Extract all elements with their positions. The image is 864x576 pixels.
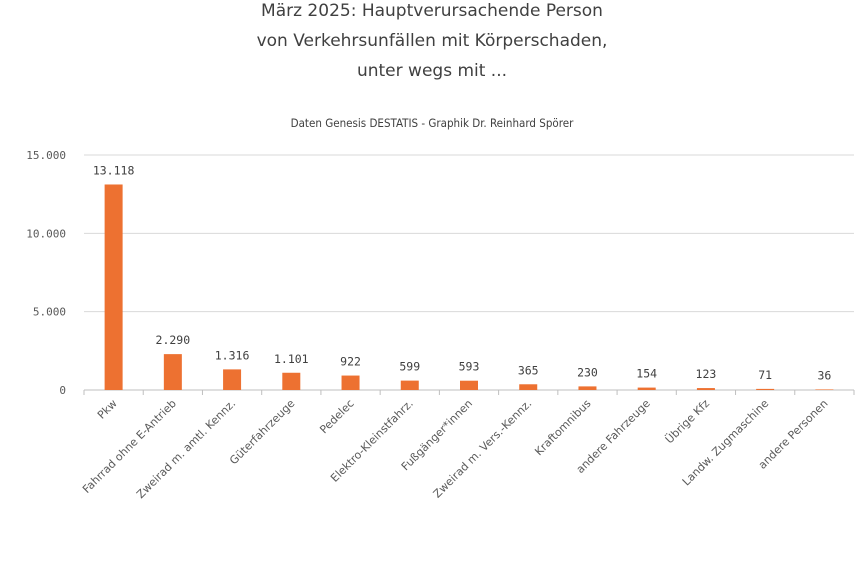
data-label: 365	[518, 363, 539, 377]
bar	[163, 354, 182, 390]
x-category-label: Kraftomnibus	[532, 397, 593, 458]
chart-title-line-3: unter wegs mit ...	[357, 61, 507, 81]
data-label: 599	[399, 360, 420, 374]
bar	[578, 386, 597, 390]
bar	[756, 388, 775, 390]
data-label: 71	[758, 368, 772, 382]
x-category-label: Zweirad m. Vers.-Kennz.	[431, 397, 535, 501]
chart-title-line-1: März 2025: Hauptverursachende Person	[261, 1, 603, 21]
bar	[460, 380, 478, 390]
bar	[696, 388, 715, 390]
data-label: 2.290	[156, 333, 191, 347]
chart-title-line-2: von Verkehrsunfällen mit Körperschaden,	[257, 31, 608, 51]
x-category-label: Pedelec	[317, 397, 356, 436]
data-label: 154	[636, 367, 657, 381]
data-label: 123	[696, 367, 717, 381]
data-label: 13.118	[93, 163, 135, 177]
data-label: 1.316	[215, 348, 250, 362]
data-label: 36	[817, 368, 831, 382]
data-label: 593	[459, 360, 480, 374]
chart-subtitle: Daten Genesis DESTATIS - Graphik Dr. Rei…	[291, 116, 574, 130]
y-tick-label: 15.000	[26, 149, 66, 162]
bar	[519, 384, 538, 390]
data-label: 922	[340, 355, 361, 369]
bar	[223, 369, 242, 390]
data-label: 230	[577, 365, 598, 379]
bar	[282, 372, 301, 390]
bar	[637, 387, 656, 390]
x-category-label: Güterfahrzeuge	[227, 397, 297, 467]
y-tick-label: 10.000	[26, 227, 66, 240]
x-category-label: Zweirad m. amtl. Kennz.	[134, 397, 238, 501]
bar	[815, 389, 834, 390]
bar	[341, 375, 360, 390]
x-category-label: Pkw	[95, 397, 120, 422]
y-tick-label: 0	[59, 384, 66, 397]
bar	[104, 184, 123, 390]
x-category-label: Übrige Kfz	[663, 397, 712, 446]
y-tick-label: 5.000	[33, 306, 66, 319]
bar	[400, 380, 419, 390]
data-label: 1.101	[274, 352, 309, 366]
